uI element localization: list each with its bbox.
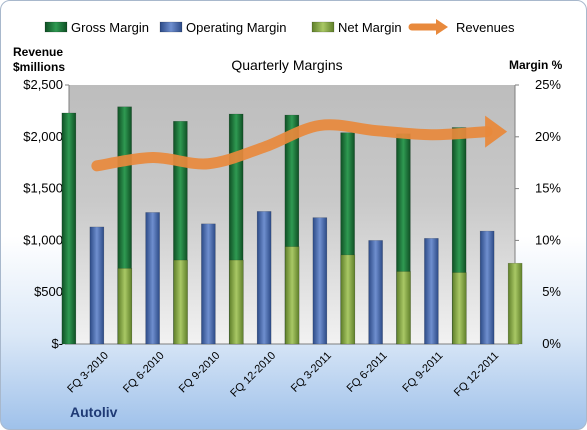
- bar-net-margin: [452, 272, 467, 345]
- legend-label-revenues: Revenues: [456, 20, 515, 35]
- company-label: Autoliv: [70, 404, 118, 420]
- legend-swatch-net-margin: [311, 21, 335, 33]
- bar-gross-margin: [61, 112, 77, 345]
- chart-title: Quarterly Margins: [231, 57, 342, 73]
- bar-operating-margin: [145, 212, 160, 345]
- legend-label-net-margin: Net Margin: [338, 20, 402, 35]
- bar-operating-margin: [256, 211, 272, 345]
- category-label: FQ 6-2010: [121, 350, 167, 396]
- left-tick-label: $500: [34, 284, 63, 299]
- bar-operating-margin: [368, 240, 383, 345]
- right-tick-label: 20%: [535, 129, 561, 144]
- bar-net-margin: [396, 271, 411, 345]
- left-axis-title: Revenue $millions: [13, 45, 65, 75]
- category-label: FQ 3-2011: [289, 350, 334, 395]
- left-tick-label: $2,500: [23, 77, 63, 92]
- revenues-arrowhead: [485, 115, 508, 148]
- left-tick-label: $2,000: [23, 129, 63, 144]
- legend-swatch-operating-margin: [159, 21, 183, 33]
- left-tick-label: $-: [51, 336, 63, 351]
- right-axis-title: Margin %: [509, 58, 563, 72]
- bar-operating-margin: [479, 230, 495, 345]
- left-axis-title-line-1: Revenue: [13, 45, 64, 59]
- left-tick-label: $1,500: [23, 181, 63, 196]
- bar-net-margin: [284, 246, 300, 345]
- bar-net-margin: [229, 259, 244, 345]
- legend-swatch-revenues-arrow: [436, 19, 448, 35]
- bar-net-margin: [173, 259, 188, 345]
- bar-operating-margin: [424, 238, 439, 345]
- category-label: FQ 9-2010: [177, 350, 223, 396]
- right-tick-label: 10%: [535, 232, 561, 247]
- category-label: FQ 12-2011: [452, 350, 501, 399]
- bar-net-margin: [340, 254, 356, 345]
- bar-net-margin: [507, 262, 523, 345]
- right-tick-label: 15%: [535, 181, 561, 196]
- left-tick-label: $1,000: [23, 232, 63, 247]
- bar-operating-margin: [201, 223, 216, 345]
- right-tick-label: 0%: [542, 336, 561, 351]
- category-label: FQ 12-2010: [228, 350, 278, 400]
- left-axis-title-line-2: $millions: [13, 60, 66, 74]
- right-tick-label: 5%: [542, 284, 561, 299]
- legend-swatch-gross-margin: [44, 21, 68, 33]
- bar-operating-margin: [312, 217, 328, 345]
- legend-label-operating-margin: Operating Margin: [186, 20, 286, 35]
- legend-label-gross-margin: Gross Margin: [71, 20, 149, 35]
- category-label: FQ 9-2011: [400, 350, 445, 395]
- category-label: FQ 3-2010: [65, 350, 111, 396]
- category-label: FQ 6-2011: [345, 350, 390, 395]
- bar-net-margin: [117, 268, 133, 345]
- bar-operating-margin: [89, 226, 105, 345]
- right-tick-label: 25%: [535, 77, 561, 92]
- revenues-line: [91, 119, 493, 172]
